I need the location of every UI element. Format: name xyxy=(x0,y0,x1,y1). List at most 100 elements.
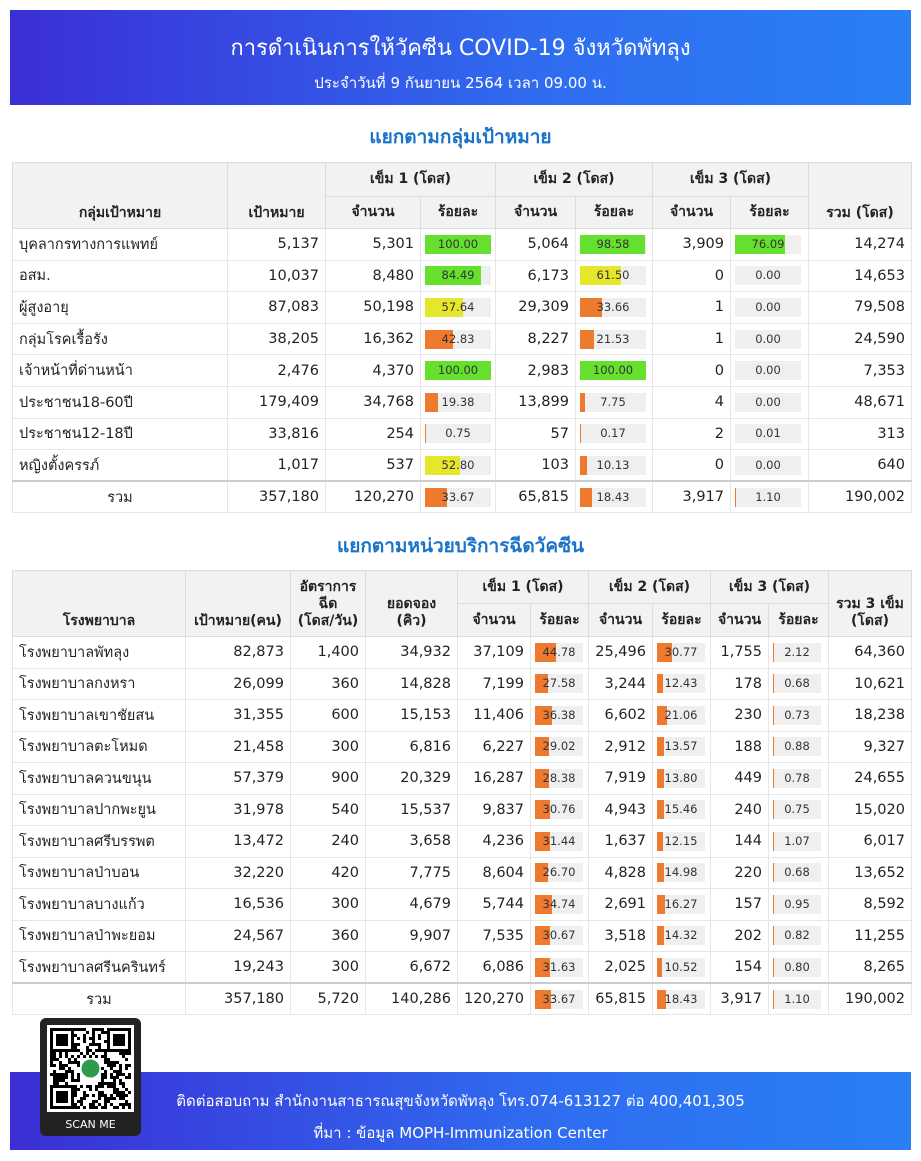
qr-module xyxy=(110,1073,113,1076)
qr-module xyxy=(107,1100,110,1103)
percent-cell: 21.53 xyxy=(575,323,653,356)
qr-module xyxy=(113,1034,125,1046)
qr-module xyxy=(104,1073,107,1076)
number-cell: 6,602 xyxy=(588,699,653,732)
number-cell: 6,017 xyxy=(828,825,912,858)
header-row: จำนวน ร้อยละ จำนวน ร้อยละ จำนวน ร้อยละ xyxy=(13,196,912,229)
percent-box: 16.27 xyxy=(657,894,705,914)
qr-module xyxy=(122,1094,125,1097)
number-cell: 24,567 xyxy=(185,920,291,952)
qr-module xyxy=(89,1055,92,1058)
percent-bar xyxy=(425,455,460,475)
qr-module xyxy=(125,1058,128,1061)
table-row: รวม 357,180 5,720 140,286 120,270 33.67 65,815… xyxy=(12,982,912,1015)
row-label: โรงพยาบาลพัทลุง xyxy=(12,636,186,669)
percent-cell: 0.73 xyxy=(768,699,829,732)
percent-box: 15.46 xyxy=(657,800,705,820)
header-banner: การดำเนินการให้วัคซีน COVID-19 จังหวัดพั… xyxy=(10,10,911,105)
subtitle: ประจำวันที่ 9 กันยายน 2564 เวลา 09.00 น. xyxy=(314,74,607,92)
qr-module xyxy=(98,1043,101,1046)
qr-module xyxy=(53,1064,56,1067)
number-cell: 230 xyxy=(710,699,769,732)
qr-module xyxy=(104,1103,107,1106)
number-cell: 7,919 xyxy=(588,762,653,795)
percent-bar xyxy=(657,642,672,662)
qr-module xyxy=(104,1106,107,1109)
percent-cell: 19.38 xyxy=(420,386,496,419)
percent-bar xyxy=(580,392,586,412)
number-cell: 6,227 xyxy=(457,731,531,763)
qr-module xyxy=(101,1049,104,1052)
qr-module xyxy=(101,1028,104,1031)
number-cell: 3,244 xyxy=(588,668,653,700)
contact: ติดต่อสอบถาม สำนักงานสาธารณสุขจังหวัดพัท… xyxy=(176,1092,745,1110)
number-cell: 3,917 xyxy=(652,480,731,514)
number-cell: 8,227 xyxy=(495,323,576,356)
number-cell: 5,720 xyxy=(290,982,366,1015)
qr-module xyxy=(80,1085,83,1088)
percent-bar xyxy=(580,266,621,286)
number-cell: 29,309 xyxy=(495,291,576,324)
percent-box: 30.76 xyxy=(535,800,583,820)
qr-module xyxy=(122,1082,125,1085)
number-cell: 11,406 xyxy=(457,699,531,732)
percent-label: 0.00 xyxy=(755,268,781,283)
percent-bar xyxy=(657,957,663,977)
percent-label: 76.09 xyxy=(751,236,785,251)
percent-label: 27.58 xyxy=(542,676,576,691)
number-cell: 300 xyxy=(290,731,366,763)
percent-bar xyxy=(535,705,553,725)
percent-box: 21.53 xyxy=(580,329,646,349)
percent-box: 0.95 xyxy=(773,894,821,914)
qr-module xyxy=(65,1082,68,1085)
number-cell: 6,672 xyxy=(365,951,458,984)
number-cell: 31,978 xyxy=(185,794,291,826)
percent-box: 57.64 xyxy=(425,297,491,317)
qr-module xyxy=(95,1106,98,1109)
number-cell: 7,535 xyxy=(457,920,531,952)
percent-label: 12.43 xyxy=(664,676,698,691)
percent-box: 0.00 xyxy=(735,392,801,412)
percent-cell: 12.15 xyxy=(652,825,711,858)
row-label: โรงพยาบาลควนขนุน xyxy=(12,762,186,795)
header-cell: ร้อยละ xyxy=(575,196,653,229)
percent-box: 2.12 xyxy=(773,642,821,662)
percent-cell: 0.95 xyxy=(768,888,829,921)
percent-cell: 13.57 xyxy=(652,731,711,763)
number-cell: 1,017 xyxy=(227,449,326,482)
percent-box: 30.67 xyxy=(535,926,583,946)
percent-bar xyxy=(580,361,646,381)
qr-code: SCAN ME xyxy=(40,1018,141,1136)
percent-bar xyxy=(535,768,549,788)
percent-cell: 0.00 xyxy=(730,386,809,419)
qr-module xyxy=(113,1082,116,1085)
percent-box: 0.78 xyxy=(773,768,821,788)
table-row: บุคลากรทางการแพทย์ 5,137 5,301 100.00 5,064 9… xyxy=(12,228,912,261)
qr-module xyxy=(74,1079,77,1082)
number-cell: 57 xyxy=(495,418,576,451)
qr-module xyxy=(119,1052,122,1055)
header-cell: เข็ม 1 (โดส) xyxy=(325,162,496,197)
percent-bar xyxy=(580,487,593,507)
percent-box: 0.88 xyxy=(773,737,821,757)
qr-module xyxy=(119,1082,122,1085)
qr-module xyxy=(89,1106,92,1109)
qr-module xyxy=(80,1103,83,1106)
percent-bar xyxy=(657,926,664,946)
qr-module xyxy=(65,1076,68,1079)
percent-label: 0.78 xyxy=(784,770,810,785)
percent-cell: 76.09 xyxy=(730,228,809,261)
qr-module xyxy=(110,1076,113,1079)
qr-module xyxy=(74,1091,77,1094)
percent-box: 18.43 xyxy=(580,487,646,507)
percent-bar xyxy=(535,642,557,662)
qr-module xyxy=(113,1076,116,1079)
header-row: โรงพยาบาล เป้าหมาย(คน) อัตราการฉีด (โดส/วั… xyxy=(12,570,912,637)
qr-module xyxy=(113,1070,116,1073)
qr-module xyxy=(53,1079,56,1082)
percent-label: 14.98 xyxy=(664,865,698,880)
percent-label: 31.44 xyxy=(542,833,576,848)
percent-bar xyxy=(657,989,666,1009)
qr-module xyxy=(107,1064,110,1067)
